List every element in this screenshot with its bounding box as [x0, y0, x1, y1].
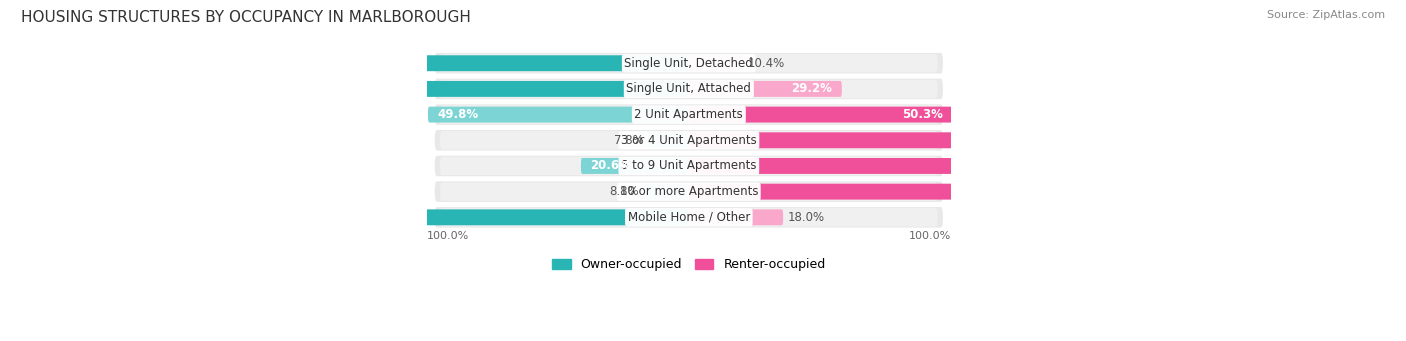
Text: 10 or more Apartments: 10 or more Apartments — [620, 185, 758, 198]
FancyBboxPatch shape — [689, 81, 842, 97]
Text: 3 or 4 Unit Apartments: 3 or 4 Unit Apartments — [621, 134, 756, 147]
FancyBboxPatch shape — [440, 131, 938, 149]
Text: 100.0%: 100.0% — [427, 232, 470, 241]
Text: Single Unit, Attached: Single Unit, Attached — [627, 83, 751, 95]
FancyBboxPatch shape — [259, 209, 689, 225]
FancyBboxPatch shape — [318, 81, 689, 97]
FancyBboxPatch shape — [581, 158, 689, 174]
FancyBboxPatch shape — [648, 132, 689, 148]
FancyBboxPatch shape — [434, 104, 943, 125]
Text: 7.8%: 7.8% — [614, 134, 644, 147]
FancyBboxPatch shape — [427, 107, 689, 122]
FancyBboxPatch shape — [440, 105, 938, 124]
Text: 5 to 9 Unit Apartments: 5 to 9 Unit Apartments — [621, 160, 756, 173]
Text: 29.2%: 29.2% — [792, 83, 832, 95]
Text: Mobile Home / Other: Mobile Home / Other — [627, 211, 749, 224]
Text: HOUSING STRUCTURES BY OCCUPANCY IN MARLBOROUGH: HOUSING STRUCTURES BY OCCUPANCY IN MARLB… — [21, 10, 471, 25]
FancyBboxPatch shape — [440, 157, 938, 175]
FancyBboxPatch shape — [689, 158, 1105, 174]
Text: 8.8%: 8.8% — [609, 185, 638, 198]
FancyBboxPatch shape — [689, 107, 952, 122]
FancyBboxPatch shape — [434, 156, 943, 176]
Text: Source: ZipAtlas.com: Source: ZipAtlas.com — [1267, 10, 1385, 20]
FancyBboxPatch shape — [434, 53, 943, 74]
FancyBboxPatch shape — [643, 184, 689, 199]
FancyBboxPatch shape — [689, 209, 783, 225]
Text: Single Unit, Detached: Single Unit, Detached — [624, 57, 754, 70]
FancyBboxPatch shape — [689, 132, 1171, 148]
FancyBboxPatch shape — [434, 130, 943, 150]
FancyBboxPatch shape — [689, 184, 1167, 199]
Text: 100.0%: 100.0% — [908, 232, 950, 241]
Legend: Owner-occupied, Renter-occupied: Owner-occupied, Renter-occupied — [547, 253, 831, 276]
Text: 92.2%: 92.2% — [1122, 134, 1163, 147]
FancyBboxPatch shape — [440, 80, 938, 98]
FancyBboxPatch shape — [440, 208, 938, 226]
Text: 49.8%: 49.8% — [437, 108, 478, 121]
Text: 89.6%: 89.6% — [229, 57, 270, 70]
FancyBboxPatch shape — [434, 207, 943, 227]
Text: 18.0%: 18.0% — [787, 211, 824, 224]
Text: 82.1%: 82.1% — [269, 211, 309, 224]
FancyBboxPatch shape — [689, 55, 744, 71]
Text: 20.6%: 20.6% — [591, 160, 631, 173]
Text: 70.8%: 70.8% — [328, 83, 368, 95]
Text: 79.4%: 79.4% — [1054, 160, 1095, 173]
FancyBboxPatch shape — [434, 79, 943, 99]
FancyBboxPatch shape — [440, 54, 938, 73]
Text: 50.3%: 50.3% — [903, 108, 943, 121]
Text: 2 Unit Apartments: 2 Unit Apartments — [634, 108, 744, 121]
FancyBboxPatch shape — [219, 55, 689, 71]
Text: 91.2%: 91.2% — [1116, 185, 1157, 198]
FancyBboxPatch shape — [434, 181, 943, 202]
FancyBboxPatch shape — [440, 182, 938, 201]
Text: 10.4%: 10.4% — [748, 57, 785, 70]
